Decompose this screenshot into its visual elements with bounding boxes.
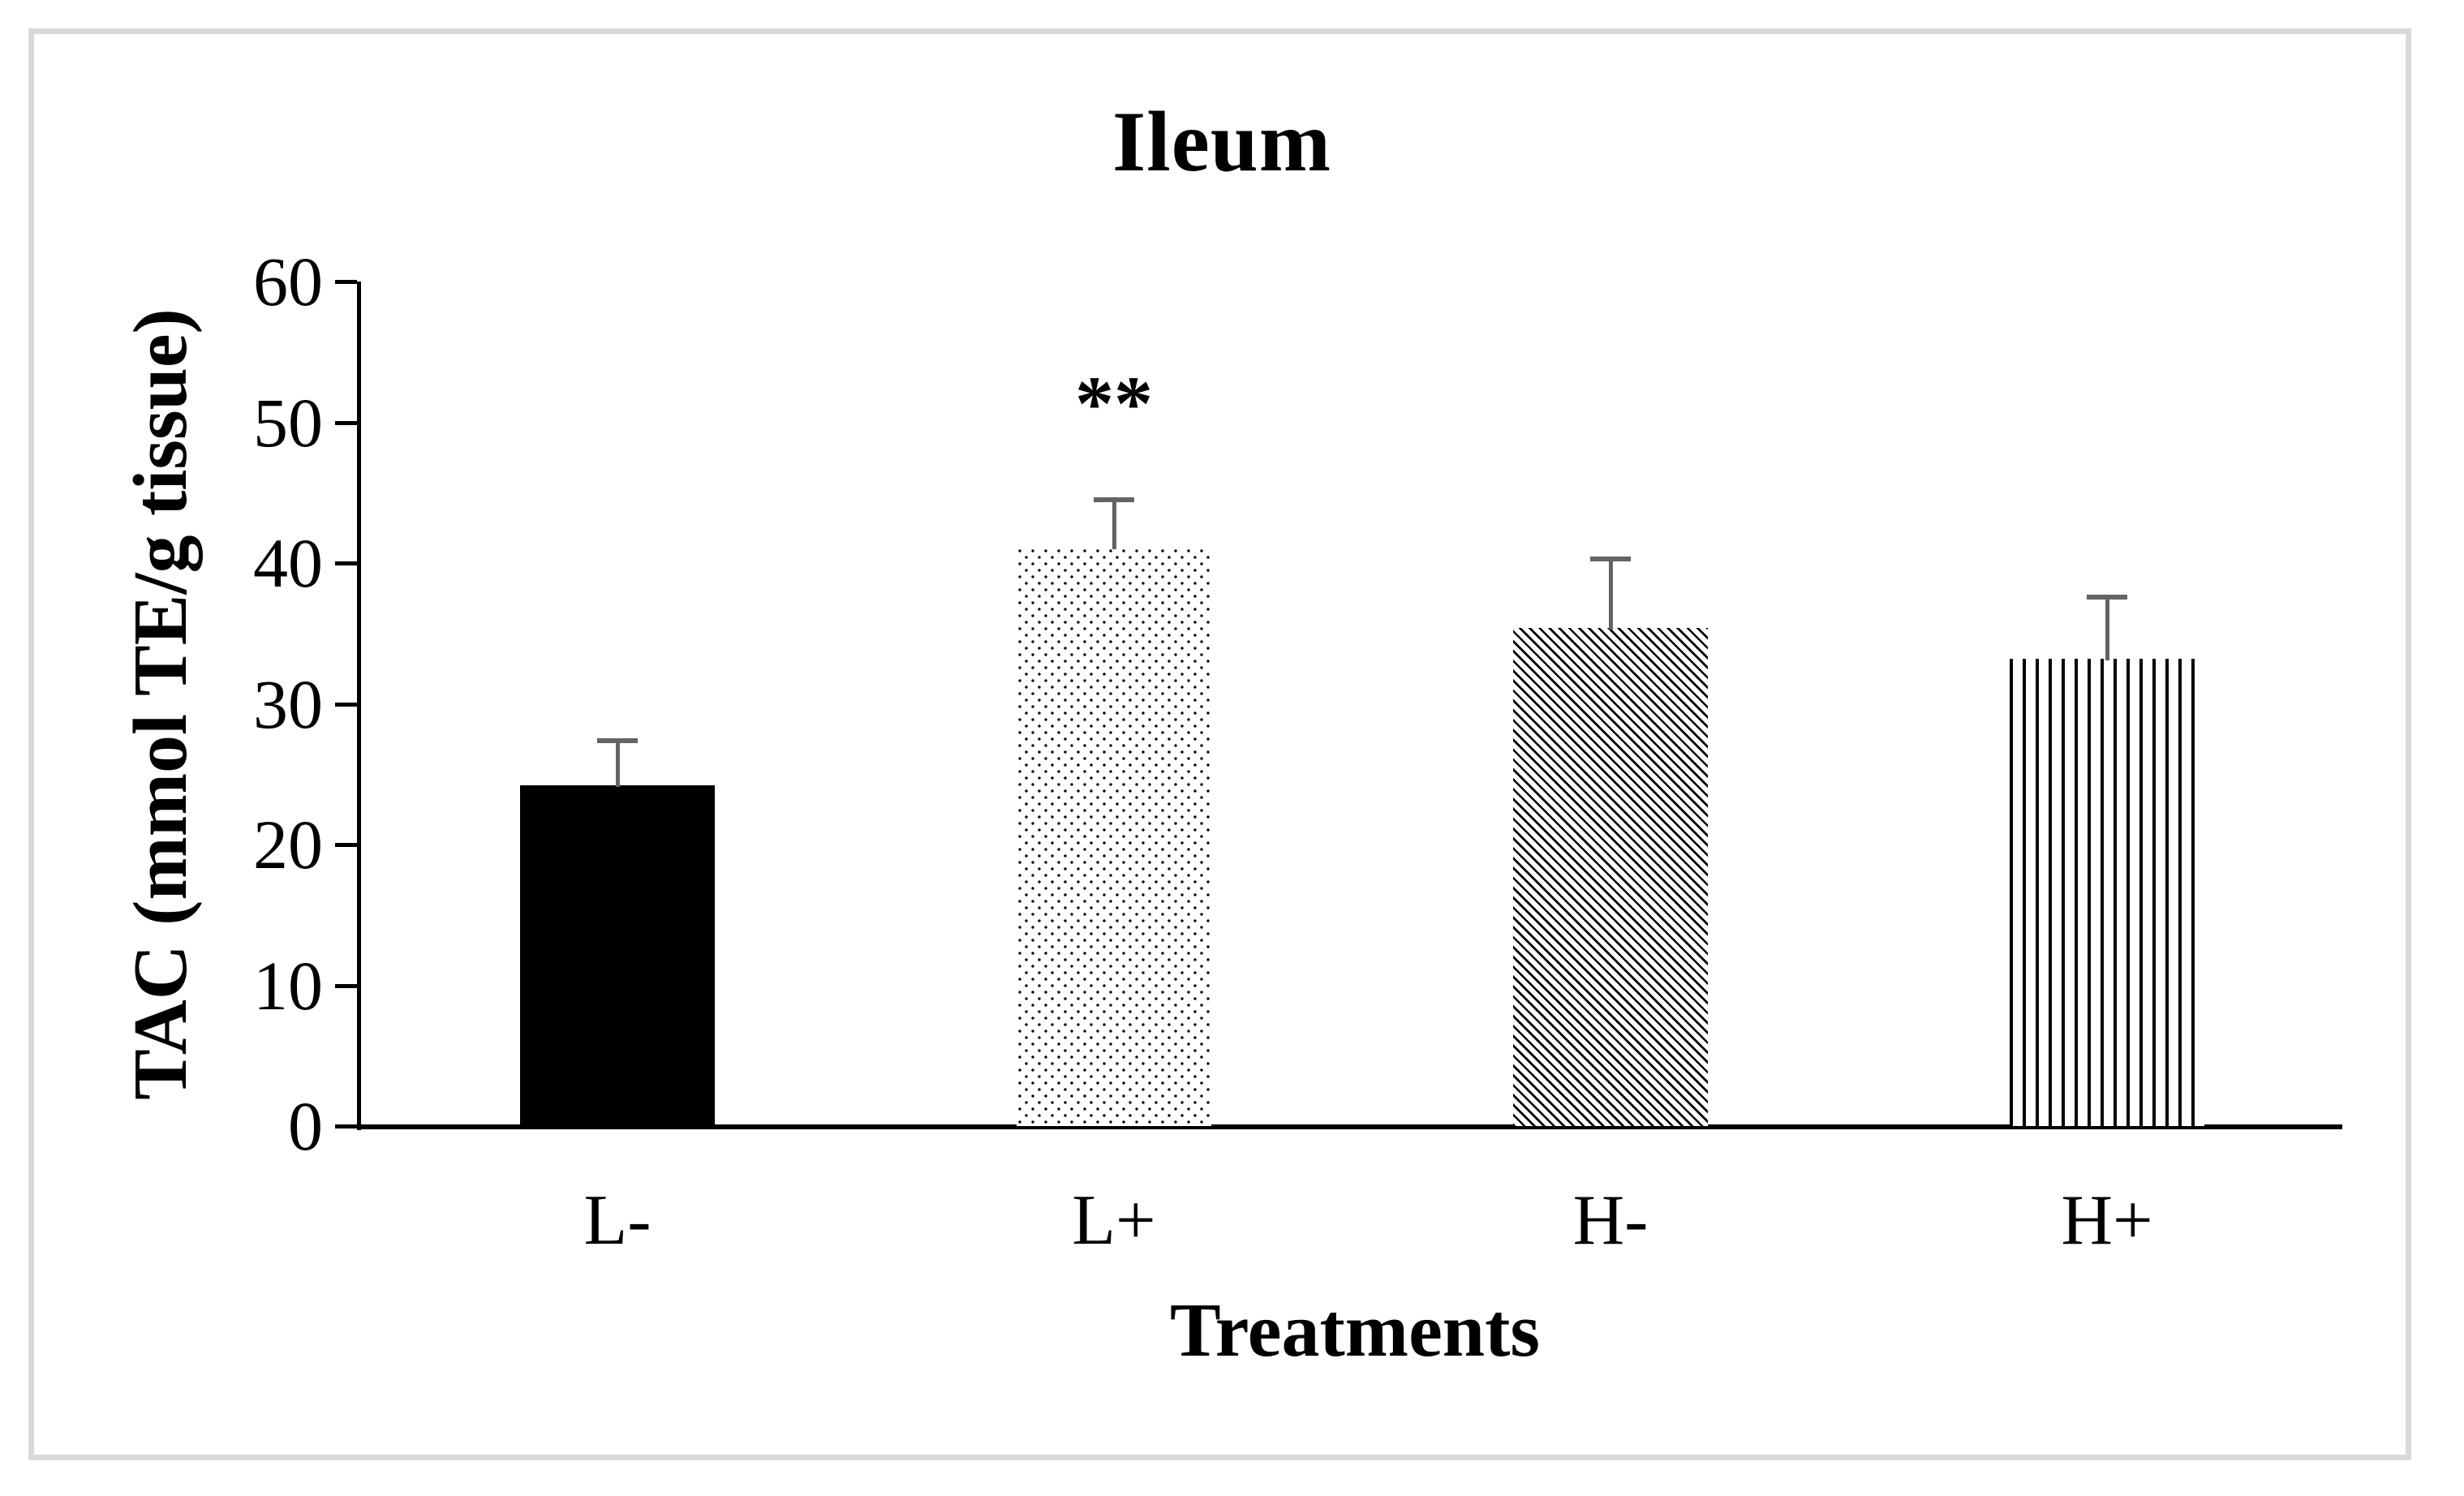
error-bar-stem: [615, 740, 620, 788]
y-tick-label: 50: [253, 383, 323, 462]
y-tick-label: 30: [253, 664, 323, 743]
bar-h-minus: [1513, 627, 1708, 1126]
error-bar-cap: [1590, 556, 1631, 561]
y-axis-tick: [335, 983, 357, 988]
significance-marker: **: [1075, 359, 1153, 447]
y-tick-label: 0: [288, 1087, 323, 1165]
error-bar-stem: [1112, 499, 1116, 549]
y-tick-label: 60: [253, 243, 323, 320]
error-bar-cap: [1094, 497, 1134, 502]
error-bar-cap: [597, 737, 638, 743]
x-category-label-l-: L-: [583, 1181, 651, 1260]
y-tick-label: 20: [253, 806, 323, 883]
x-category-label-l+: L+: [1072, 1181, 1156, 1260]
y-axis-tick: [335, 1124, 357, 1128]
y-axis-line: [357, 282, 361, 1130]
chart-title: Ileum: [1112, 94, 1331, 189]
y-tick-label: 10: [253, 946, 323, 1025]
error-bar-stem: [1608, 558, 1613, 630]
x-category-label-h+: H+: [2061, 1181, 2153, 1260]
y-axis-tick: [335, 843, 357, 847]
bar-h-minusplus: [2010, 658, 2204, 1126]
y-axis-tick: [335, 280, 357, 284]
x-category-label-h-: H-: [1572, 1181, 1649, 1260]
error-bar-stem: [2105, 596, 2109, 660]
error-bar-cap: [2087, 594, 2127, 600]
y-axis-tick: [335, 420, 357, 425]
y-axis-tick: [335, 561, 357, 565]
bar-l-minusplus: [1017, 547, 1211, 1126]
y-tick-label: 40: [253, 524, 323, 602]
figure-border-frame: [28, 28, 2411, 1460]
x-axis-title: Treatments: [1170, 1288, 1540, 1373]
y-axis-tick: [335, 702, 357, 707]
x-axis-line: [357, 1124, 2342, 1129]
bar-l-minus: [520, 785, 715, 1126]
